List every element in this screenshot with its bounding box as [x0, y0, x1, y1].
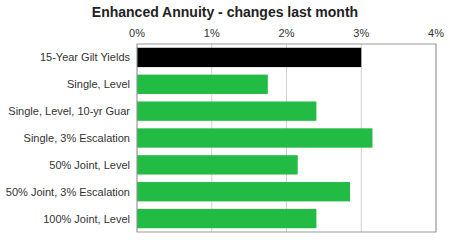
category-label: Single, 3% Escalation: [24, 132, 130, 144]
bar: [137, 209, 316, 228]
category-label: 100% Joint, Level: [43, 213, 130, 225]
bar: [137, 48, 361, 67]
title: Enhanced Annuity - changes last month: [92, 4, 358, 20]
chart-container: Enhanced Annuity - changes last month 15-…: [0, 0, 450, 240]
x-tick-label: 1%: [204, 27, 220, 39]
x-tick-label: 0%: [129, 27, 145, 39]
bar: [137, 128, 372, 147]
category-label: Single, Level, 10-yr Guar: [8, 105, 130, 117]
chart-svg: Enhanced Annuity - changes last month 15-…: [0, 0, 450, 240]
bar: [137, 101, 316, 120]
bar: [137, 155, 298, 174]
grid: [137, 44, 436, 232]
category-label: 50% Joint, 3% Escalation: [6, 186, 130, 198]
x-tick-label: 4%: [428, 27, 444, 39]
category-label: Single, Level: [67, 78, 130, 90]
plot-frame: [137, 44, 436, 232]
bar: [137, 182, 350, 201]
y-tick-labels: 15-Year Gilt Yields Single, Level Single, …: [6, 51, 131, 224]
x-tick-labels: 0% 1% 2% 3% 4%: [129, 27, 444, 39]
bars: [137, 48, 372, 228]
x-tick-label: 2%: [279, 27, 295, 39]
bar: [137, 75, 268, 94]
category-label: 15-Year Gilt Yields: [40, 51, 131, 63]
category-label: 50% Joint, Level: [49, 159, 130, 171]
x-tick-label: 3%: [353, 27, 369, 39]
